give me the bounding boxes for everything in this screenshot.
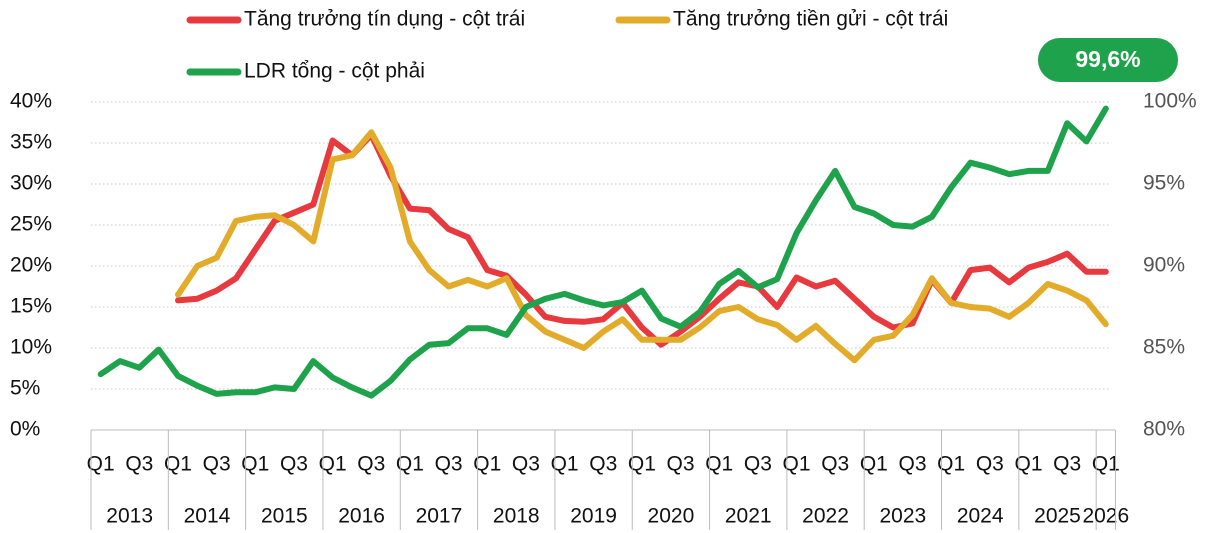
- y2-tick-label: 90%: [1143, 254, 1185, 277]
- year-label: 2018: [493, 505, 540, 528]
- y2-tick-label: 95%: [1143, 172, 1185, 195]
- year-label: 2023: [880, 505, 927, 528]
- year-label: 2013: [106, 505, 153, 528]
- x-tick-label: Q3: [125, 453, 153, 476]
- x-tick-label: Q1: [396, 453, 424, 476]
- x-tick-label: Q3: [435, 453, 463, 476]
- year-label: 2024: [957, 505, 1004, 528]
- x-tick-label: Q1: [551, 453, 579, 476]
- x-tick-label: Q3: [667, 453, 695, 476]
- x-tick-label: Q3: [280, 453, 308, 476]
- x-tick-label: Q1: [705, 453, 733, 476]
- legend-label: LDR tổng - cột phải: [244, 60, 425, 83]
- x-tick-label: Q1: [628, 453, 656, 476]
- x-tick-label: Q1: [1014, 453, 1042, 476]
- x-tick-label: Q1: [937, 453, 965, 476]
- legend-label: Tăng trưởng tiền gửi - cột trái: [673, 8, 948, 31]
- x-tick-label: Q3: [1053, 453, 1081, 476]
- year-label: 2020: [648, 505, 695, 528]
- y-tick-label: 0%: [10, 418, 40, 441]
- series-line: [175, 129, 1109, 364]
- year-label: 2021: [725, 505, 772, 528]
- year-label: 2019: [570, 505, 617, 528]
- year-label: 2022: [802, 505, 849, 528]
- year-label: 2016: [338, 505, 385, 528]
- x-tick-label: Q1: [241, 453, 269, 476]
- y-tick-label: 5%: [10, 377, 40, 400]
- y-tick-label: 40%: [10, 90, 52, 113]
- y-tick-label: 30%: [10, 172, 52, 195]
- value-label-badge: [1038, 38, 1178, 82]
- x-tick-label: Q3: [357, 453, 385, 476]
- y2-tick-label: 80%: [1143, 418, 1185, 441]
- x-tick-label: Q1: [87, 453, 115, 476]
- x-tick-label: Q3: [976, 453, 1004, 476]
- x-tick-label: Q3: [589, 453, 617, 476]
- x-tick-label: Q1: [860, 453, 888, 476]
- y2-tick-label: 100%: [1143, 90, 1197, 113]
- x-tick-label: Q3: [512, 453, 540, 476]
- x-tick-label: Q3: [899, 453, 927, 476]
- year-label: 2014: [184, 505, 231, 528]
- y-tick-label: 10%: [10, 336, 52, 359]
- x-tick-label: Q1: [164, 453, 192, 476]
- y-tick-label: 20%: [10, 254, 52, 277]
- y-tick-label: 15%: [10, 295, 52, 318]
- x-tick-label: Q1: [1092, 453, 1120, 476]
- x-tick-label: Q3: [203, 453, 231, 476]
- value-label: 99,6%: [1075, 46, 1140, 72]
- year-label: 2026: [1082, 505, 1129, 528]
- y-tick-label: 35%: [10, 131, 52, 154]
- series-line: [97, 105, 1109, 399]
- y-tick-label: 25%: [10, 213, 52, 236]
- year-label: 2015: [261, 505, 308, 528]
- year-label: 2025: [1034, 505, 1081, 528]
- y2-tick-label: 85%: [1143, 336, 1185, 359]
- x-tick-label: Q1: [473, 453, 501, 476]
- year-label: 2017: [416, 505, 463, 528]
- x-tick-label: Q1: [783, 453, 811, 476]
- legend-label: Tăng trưởng tín dụng - cột trái: [244, 8, 525, 31]
- x-tick-label: Q3: [744, 453, 772, 476]
- x-tick-label: Q3: [821, 453, 849, 476]
- right-axis: 80% 85% 90% 95% 100%: [1143, 90, 1197, 441]
- x-tick-label: Q1: [319, 453, 347, 476]
